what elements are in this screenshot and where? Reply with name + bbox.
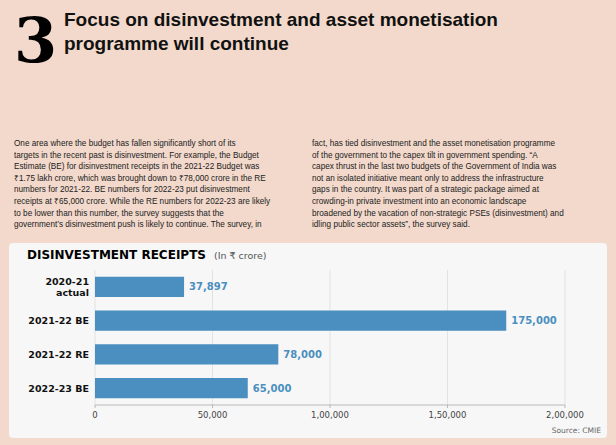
category-label: 2021-22 BE [28, 315, 89, 326]
x-tick-label: 0 [92, 410, 97, 420]
bars [95, 277, 506, 399]
data-label: 37,897 [189, 281, 228, 292]
grid-line [330, 270, 331, 405]
x-tick-label: 50,000 [198, 410, 228, 420]
bar [95, 344, 278, 364]
grid-line [447, 270, 448, 405]
category-label: 2020-21actual [45, 276, 89, 298]
category-label: 2021-22 RE [28, 349, 89, 360]
x-tick [212, 405, 213, 408]
chart-subtitle: (In ₹ crore) [214, 250, 267, 261]
data-label: 78,000 [283, 349, 322, 360]
data-label: 175,000 [511, 315, 557, 326]
page: 3Focus on disinvestment and asset moneti… [0, 0, 616, 445]
x-tick-label: 1,50,000 [429, 410, 467, 420]
x-tick-label: 2,00,000 [546, 410, 584, 420]
heading-number: 3 [14, 4, 57, 77]
x-tick [447, 405, 448, 408]
bar [95, 378, 248, 398]
data-label: 65,000 [253, 383, 292, 394]
bar [95, 311, 506, 331]
grid [95, 270, 565, 405]
bar [95, 277, 184, 297]
chart-title: DISINVESTMENT RECEIPTS [27, 248, 206, 262]
category-label: 2022-23 BE [28, 383, 89, 394]
heading: Focus on disinvestment and asset monetis… [64, 9, 498, 54]
x-tick-label: 1,00,000 [311, 410, 349, 420]
source: Source: CMIE [552, 426, 602, 435]
x-tick [95, 405, 96, 408]
paragraph: One area where the budget has fallen sig… [14, 139, 271, 229]
paragraph: fact, has tied disinvestment and the ass… [312, 139, 564, 229]
x-tick [565, 405, 566, 408]
chart-background [9, 243, 607, 438]
grid-line [565, 270, 566, 405]
x-tick [330, 405, 331, 408]
page-background [0, 0, 616, 445]
